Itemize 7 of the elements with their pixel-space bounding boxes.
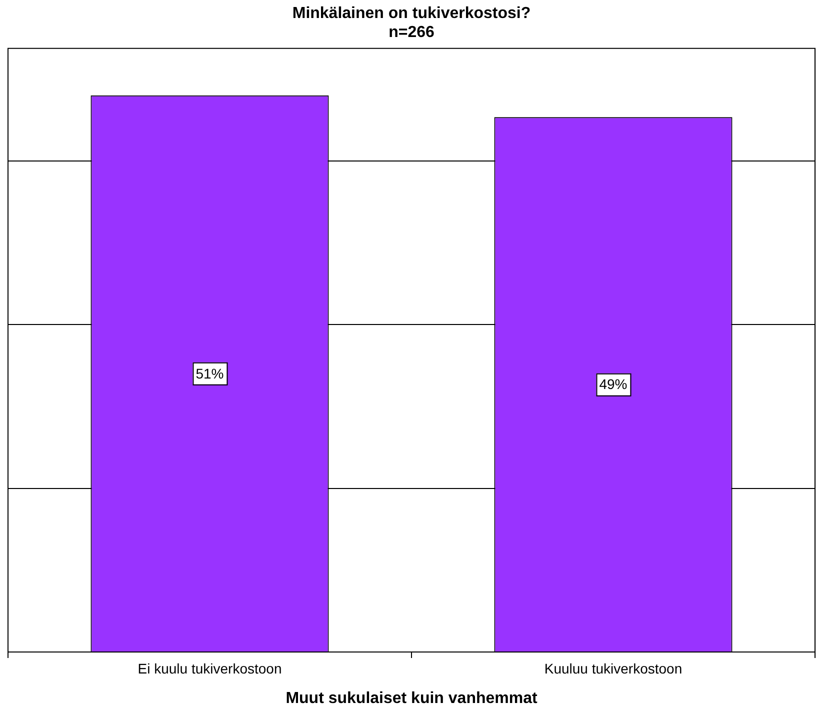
chart-subtitle: n=266	[388, 24, 435, 42]
x-tick-label: Kuuluu tukiverkostoon	[544, 660, 682, 676]
data-label: 51%	[196, 365, 224, 382]
data-label: 49%	[599, 376, 628, 392]
x-axis-title: Muut sukulaiset kuin vanhemmat	[286, 690, 538, 707]
chart-title: Minkälainen on tukiverkostosi?	[292, 5, 531, 22]
x-tick-label: Ei kuulu tukiverkostoon	[138, 660, 282, 676]
